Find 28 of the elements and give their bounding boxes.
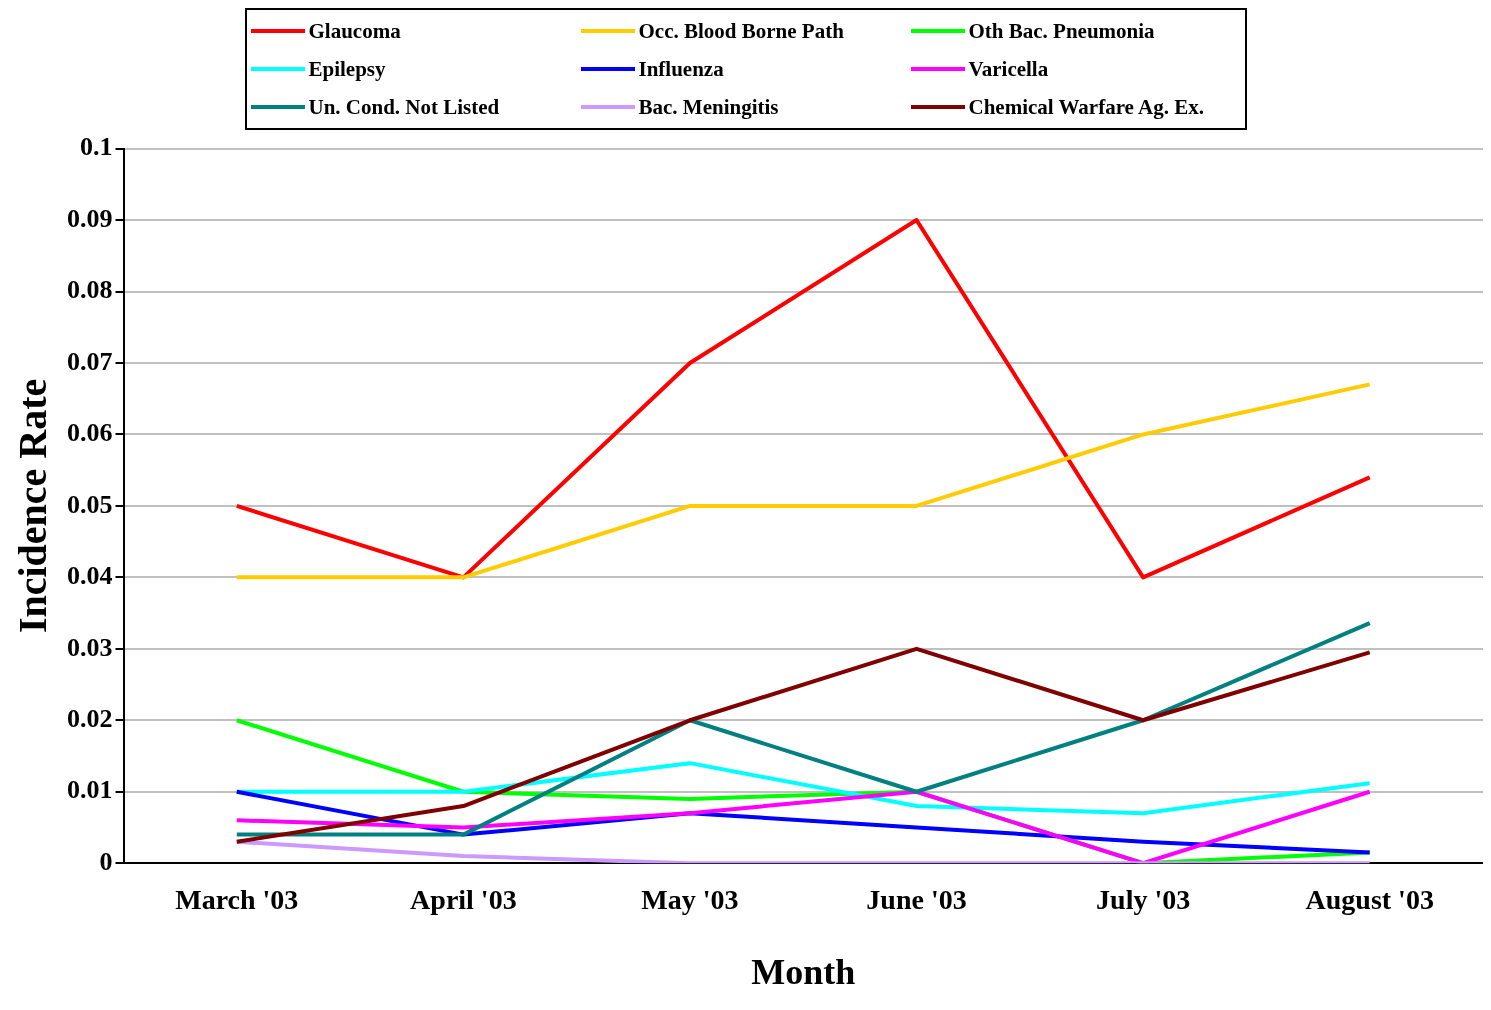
- y-tick-label: 0.01: [67, 775, 113, 805]
- legend-label: Chemical Warfare Ag. Ex.: [968, 94, 1204, 120]
- legend-label: Oth Bac. Pneumonia: [968, 18, 1155, 44]
- y-tick-label: 0.02: [67, 704, 113, 733]
- legend-label: Glaucoma: [308, 18, 401, 44]
- x-tick-label: April '03: [410, 884, 517, 916]
- y-tick-label: 0: [99, 846, 113, 876]
- legend-label: Bac. Meningitis: [638, 94, 779, 120]
- legend-label: Epilepsy: [308, 56, 386, 82]
- y-tick-label: 0.1: [80, 132, 113, 162]
- x-tick-label: May '03: [641, 884, 739, 916]
- y-tick-label: 0.08: [67, 275, 113, 305]
- legend-label: Un. Cond. Not Listed: [308, 94, 500, 120]
- x-axis-title: Month: [751, 951, 856, 992]
- legend-label: Influenza: [638, 56, 724, 82]
- x-tick-label: March '03: [175, 884, 299, 916]
- legend-label: Varicella: [968, 56, 1049, 82]
- y-tick-label: 0.05: [67, 489, 113, 519]
- y-tick-label: 0.06: [67, 418, 113, 448]
- y-axis-title: Incidence Rate: [10, 378, 56, 634]
- y-tick-label: 0.04: [67, 561, 113, 591]
- x-tick-label: June '03: [866, 884, 967, 916]
- y-tick-label: 0.09: [67, 203, 113, 233]
- x-tick-label: July '03: [1096, 884, 1191, 916]
- legend-label: Occ. Blood Borne Path: [638, 18, 844, 44]
- y-tick-label: 0.03: [67, 632, 113, 662]
- x-tick-label: August '03: [1305, 884, 1434, 916]
- y-tick-label: 0.07: [67, 346, 113, 376]
